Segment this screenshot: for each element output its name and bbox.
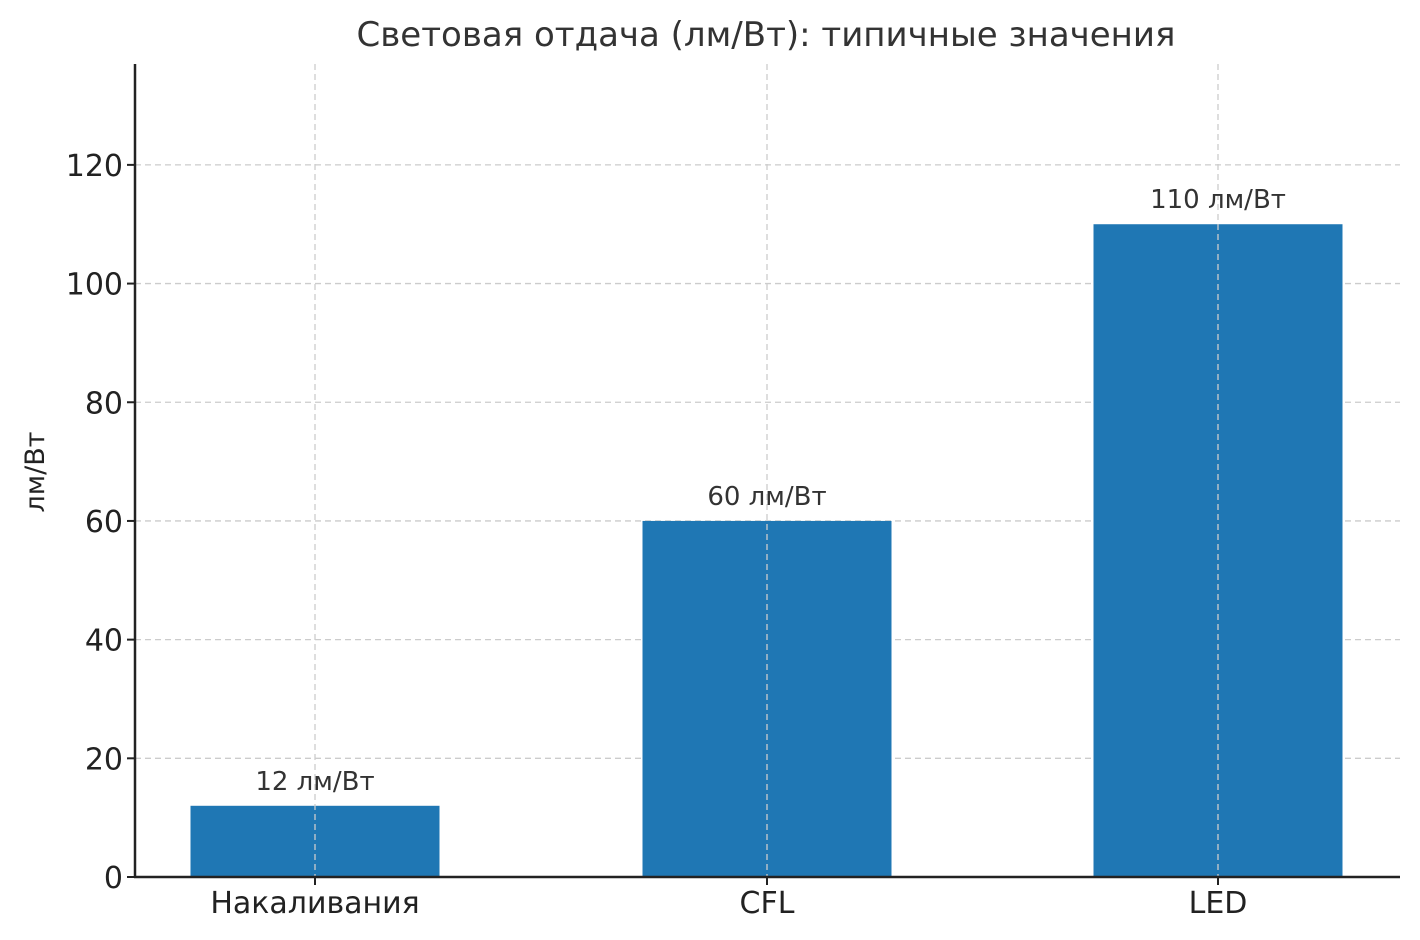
- y-tick-label: 100: [66, 268, 123, 303]
- y-tick-labels: 0 20 40 60 80 100 120: [66, 149, 123, 896]
- y-tick-label: 20: [85, 742, 123, 777]
- data-label: 60 лм/Вт: [707, 482, 826, 512]
- x-tick-labels: Накаливания CFL LED: [210, 886, 1247, 921]
- y-tick-label: 0: [104, 861, 123, 896]
- x-tick-label: LED: [1189, 886, 1248, 921]
- vertical-gridlines: [314, 64, 1219, 877]
- chart-title: Световая отдача (лм/Вт): типичные значен…: [357, 15, 1176, 55]
- y-tick-label: 60: [85, 505, 123, 540]
- x-tick-label: CFL: [740, 886, 795, 921]
- tick-marks: [127, 163, 1219, 885]
- y-tick-label: 40: [85, 624, 123, 659]
- x-tick-label: Накаливания: [210, 886, 419, 921]
- y-tick-label: 120: [66, 149, 123, 184]
- y-tick-label: 80: [85, 386, 123, 421]
- data-label: 110 лм/Вт: [1150, 185, 1286, 215]
- data-label: 12 лм/Вт: [255, 767, 374, 797]
- data-labels: 12 лм/Вт 60 лм/Вт 110 лм/Вт: [255, 185, 1286, 797]
- y-axis-label: лм/Вт: [20, 432, 51, 513]
